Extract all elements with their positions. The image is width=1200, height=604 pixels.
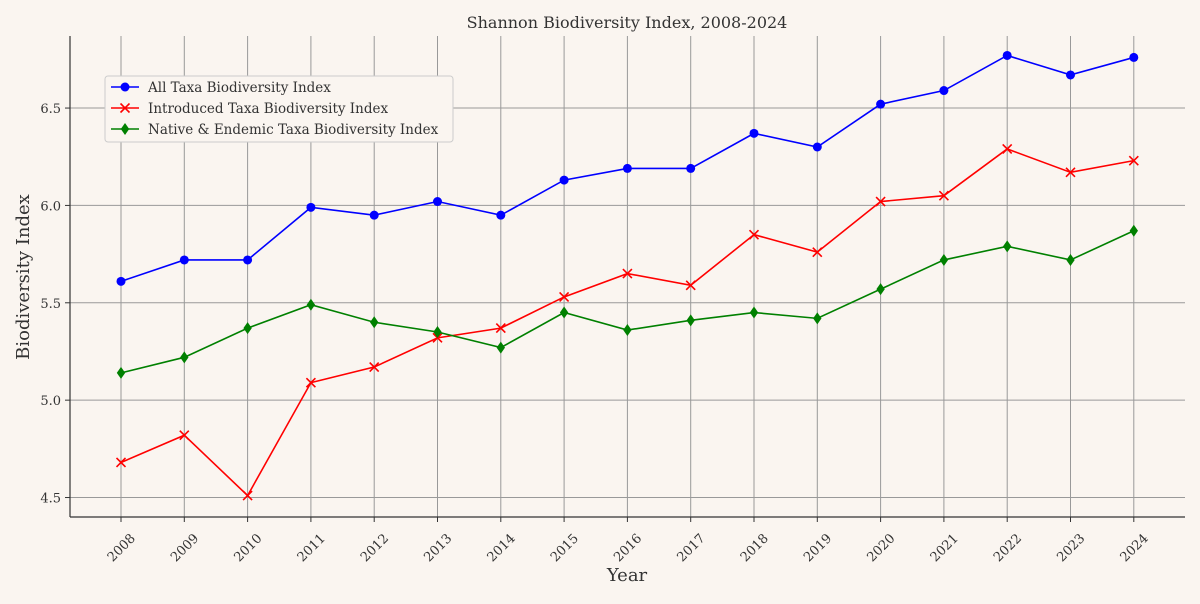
legend-box — [104, 75, 454, 143]
x-tick-label: 2012 — [358, 531, 392, 565]
legend-label: Native & Endemic Taxa Biodiversity Index — [148, 122, 439, 138]
data-point — [370, 316, 379, 329]
data-point — [813, 312, 822, 325]
data-point — [559, 306, 569, 319]
legend-label: All Taxa Biodiversity Index — [147, 80, 331, 96]
x-tick-label: 2022 — [991, 531, 1025, 565]
data-point — [243, 255, 253, 265]
x-tick-label: 2020 — [864, 531, 898, 565]
chart-title: Shannon Biodiversity Index, 2008-2024 — [467, 13, 788, 32]
data-point — [812, 142, 822, 152]
y-tick-label: 6.0 — [40, 199, 61, 214]
x-tick-label: 2018 — [738, 531, 772, 565]
y-tick-label: 5.0 — [40, 394, 61, 409]
x-tick-label: 2019 — [801, 531, 835, 565]
x-tick-label: 2010 — [231, 531, 265, 565]
data-point — [433, 197, 442, 207]
legend: All Taxa Biodiversity Index Introduced Ta… — [104, 75, 454, 143]
data-point — [1129, 224, 1138, 237]
data-point — [1066, 70, 1075, 80]
data-point — [433, 326, 442, 338]
data-point — [116, 276, 126, 286]
x-axis-label: Year — [606, 565, 648, 586]
x-tick-label: 2014 — [485, 531, 519, 565]
data-point — [1065, 167, 1076, 178]
data-point — [812, 247, 823, 258]
x-tick-label: 2009 — [168, 531, 202, 565]
data-point — [495, 323, 506, 334]
data-point — [243, 322, 252, 335]
legend-marker — [120, 123, 130, 135]
data-point — [1066, 253, 1075, 266]
y-tick-label: 6.5 — [40, 102, 61, 117]
data-point — [1129, 52, 1139, 62]
data-point — [686, 163, 696, 173]
data-point — [496, 341, 505, 354]
legend-marker — [120, 82, 130, 92]
x-tick-label: 2016 — [611, 531, 645, 565]
data-point — [559, 291, 570, 303]
data-point — [369, 361, 380, 373]
data-point — [939, 253, 949, 266]
data-point — [939, 86, 949, 96]
series-group — [115, 50, 1139, 501]
data-point — [306, 298, 316, 311]
legend-item: Native & Endemic Taxa Biodiversity Index — [111, 122, 439, 138]
legend-label: Introduced Taxa Biodiversity Index — [148, 101, 388, 117]
data-point — [115, 457, 127, 468]
series-0 — [116, 50, 1139, 286]
data-point — [1002, 50, 1012, 60]
data-point — [1002, 143, 1013, 155]
legend-marker — [119, 102, 131, 114]
data-point — [1128, 155, 1139, 166]
x-tick-label: 2008 — [105, 531, 139, 565]
legend-item: All Taxa Biodiversity Index — [111, 80, 331, 96]
y-axis-label: Biodiversity Index — [13, 194, 34, 360]
data-point — [559, 175, 569, 185]
y-tick-label: 5.5 — [40, 297, 61, 312]
x-tick-label: 2011 — [295, 531, 329, 565]
data-point — [305, 377, 316, 388]
data-point — [876, 283, 885, 296]
series-1 — [115, 143, 1139, 501]
data-point — [875, 196, 886, 207]
y-tick-label: 4.5 — [40, 492, 61, 507]
data-point — [242, 490, 253, 501]
data-point — [623, 324, 632, 337]
data-point — [116, 366, 126, 379]
data-point — [749, 306, 759, 319]
data-point — [938, 190, 949, 201]
data-point — [179, 430, 190, 441]
axes — [65, 36, 1185, 522]
x-tick-label: 2013 — [421, 531, 455, 565]
x-tick-label: 2017 — [675, 531, 709, 565]
tick-labels: 2008 2009 2010 2011 2012 2013 2014 2015 2016 2017… — [40, 102, 1151, 565]
x-tick-label: 2015 — [548, 531, 582, 565]
data-point — [686, 314, 695, 327]
data-point — [1003, 240, 1012, 253]
data-point — [748, 229, 760, 240]
data-point — [749, 128, 759, 138]
x-tick-label: 2021 — [928, 531, 962, 565]
data-point — [496, 210, 506, 220]
data-point — [622, 268, 633, 279]
data-point — [306, 202, 316, 212]
data-point — [180, 351, 189, 364]
data-point — [876, 99, 886, 109]
data-point — [685, 280, 696, 291]
legend-item: Introduced Taxa Biodiversity Index — [111, 101, 388, 117]
x-tick-label: 2023 — [1054, 531, 1088, 565]
series-2 — [116, 224, 1138, 379]
data-point — [179, 255, 189, 265]
data-point — [622, 163, 632, 173]
x-tick-label: 2024 — [1118, 531, 1152, 565]
data-point — [369, 210, 379, 220]
